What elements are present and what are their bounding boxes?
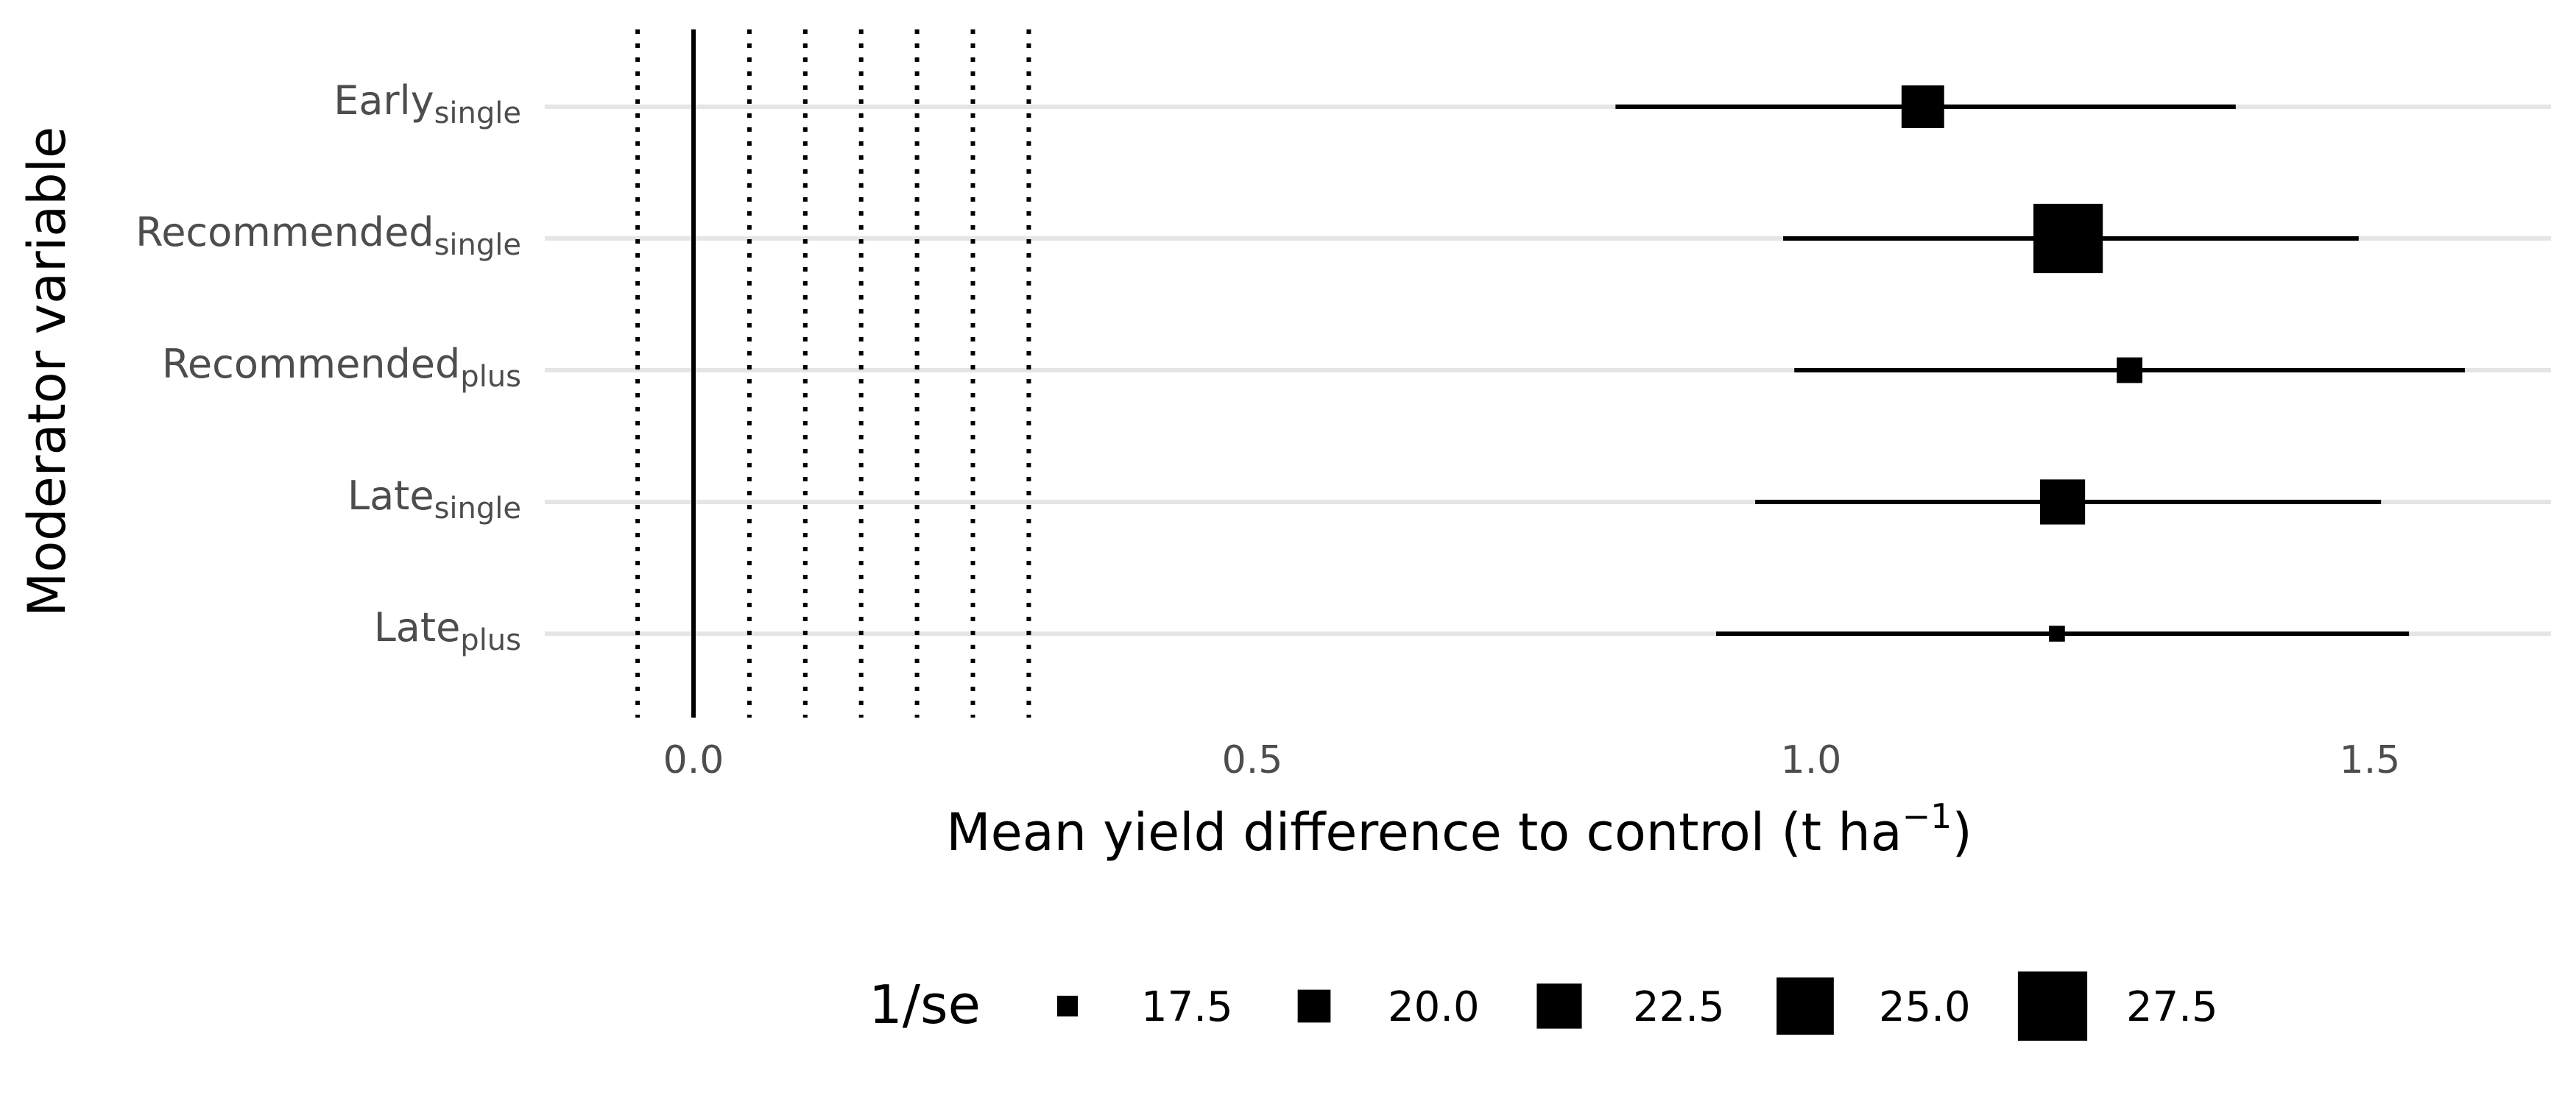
x-axis-title: Mean yield difference to control (t ha−1… — [946, 796, 1972, 863]
x-tick-label: 1.5 — [2340, 738, 2401, 782]
y-axis-title: Moderator variable — [17, 127, 77, 617]
y-tick-label-main: Recommended — [162, 341, 460, 387]
y-tick-label-main: Late — [374, 604, 461, 651]
estimate-point — [2033, 203, 2103, 274]
y-tick-labels: EarlysingleRecommendedsingleRecommendedp… — [135, 77, 521, 657]
legend-key — [2017, 971, 2088, 1041]
legend-label: 25.0 — [1879, 983, 1971, 1031]
x-tick-label: 0.0 — [663, 738, 724, 782]
legend-title: 1/se — [869, 974, 981, 1036]
estimate-point — [1901, 85, 1944, 128]
legend-label: 27.5 — [2126, 983, 2218, 1031]
legend-key — [1297, 989, 1331, 1023]
x-axis-title-superscript: −1 — [1902, 796, 1952, 836]
estimate-point — [2039, 479, 2086, 525]
y-tick-label: Recommendedplus — [162, 341, 521, 394]
estimate-point — [2049, 626, 2065, 642]
y-tick-label-subscript: single — [434, 96, 521, 130]
y-tick-label-main: Early — [334, 77, 434, 124]
estimate-point — [2117, 357, 2143, 383]
x-axis-title-close: ) — [1952, 802, 1972, 863]
y-tick-label: Latesingle — [347, 473, 521, 526]
y-tick-label-subscript: plus — [460, 623, 521, 657]
x-tick-label: 1.0 — [1781, 738, 1842, 782]
legend-label: 22.5 — [1633, 983, 1725, 1031]
y-tick-label-main: Recommended — [135, 209, 434, 255]
y-tick-label: Earlysingle — [334, 77, 521, 130]
x-tick-labels: 0.0 0.5 1.0 1.5 — [663, 738, 2401, 782]
y-tick-label-subscript: single — [434, 492, 521, 526]
x-axis-title-main: Mean yield difference to control (t ha — [946, 802, 1902, 863]
estimates — [1615, 85, 2466, 642]
y-tick-label: Recommendedsingle — [135, 209, 521, 262]
y-tick-label: Lateplus — [374, 604, 521, 657]
reference-lines — [635, 29, 1031, 718]
y-tick-label-subscript: plus — [460, 360, 521, 394]
legend-key — [1056, 995, 1079, 1017]
x-tick-label: 0.5 — [1222, 738, 1283, 782]
legend-key — [1536, 983, 1582, 1029]
legend-label: 17.5 — [1141, 983, 1233, 1031]
legend-label: 20.0 — [1388, 983, 1480, 1031]
y-tick-label-main: Late — [347, 473, 434, 519]
legend: 1/se 17.5 20.0 22.5 25.0 27.5 — [869, 971, 2218, 1041]
y-tick-label-subscript: single — [434, 228, 521, 262]
legend-key — [1776, 977, 1834, 1035]
